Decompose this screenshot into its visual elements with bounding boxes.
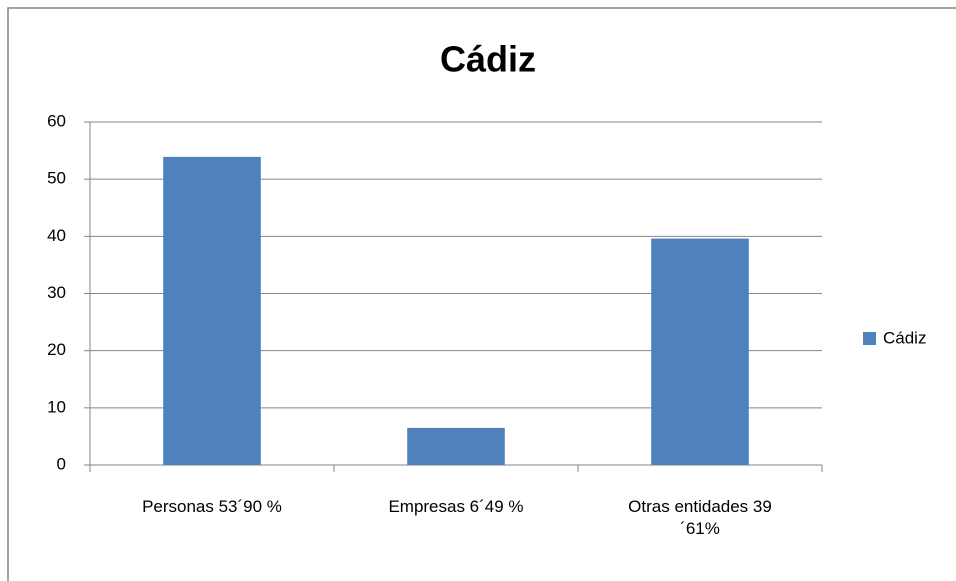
legend-swatch [863, 332, 876, 345]
chart-title: Cádiz [440, 39, 536, 80]
x-tick-label: Otras entidades 39´61% [628, 497, 772, 538]
y-tick-label: 30 [47, 283, 66, 302]
y-tick-label: 20 [47, 340, 66, 359]
x-tick-label: Personas 53´90 % [142, 497, 282, 516]
y-tick-label: 10 [47, 397, 66, 416]
bar [651, 238, 749, 465]
y-tick-label: 60 [47, 111, 66, 130]
y-tick-label: 40 [47, 226, 66, 245]
chart-border [7, 7, 956, 581]
bar [163, 156, 261, 465]
y-tick-label: 50 [47, 169, 66, 188]
legend-label: Cádiz [883, 328, 926, 347]
y-tick-label: 0 [57, 454, 66, 473]
bar [407, 427, 505, 465]
x-tick-label: Empresas 6´49 % [388, 497, 524, 516]
